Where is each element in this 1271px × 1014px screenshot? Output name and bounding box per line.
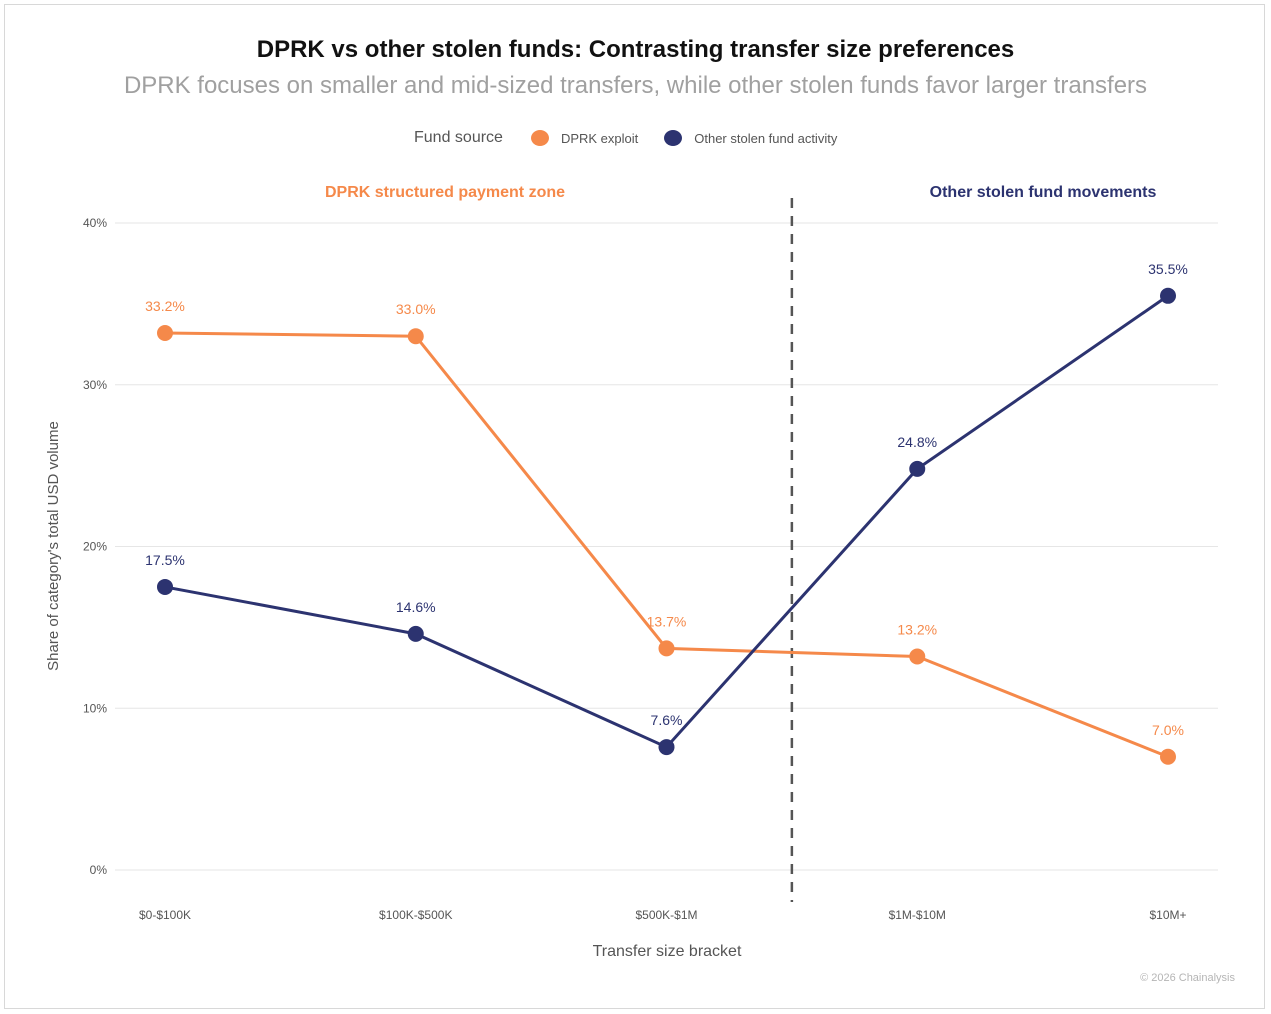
data-label-other: 14.6% (396, 599, 436, 615)
x-tick-label: $500K-$1M (635, 908, 697, 922)
data-label-dprk: 7.0% (1152, 722, 1184, 738)
data-label-other: 35.5% (1148, 261, 1188, 277)
y-tick-label: 0% (90, 863, 108, 877)
data-point-other (407, 625, 424, 642)
legend-marker-dprk (530, 130, 549, 146)
x-axis-label: Transfer size bracket (593, 943, 742, 960)
legend: Fund source DPRK exploit Other stolen fu… (414, 129, 863, 147)
y-tick-label: 20% (83, 540, 107, 554)
y-axis-label: Share of category's total USD volume (45, 421, 62, 671)
zone-label-dprk: DPRK structured payment zone (325, 184, 565, 201)
data-point-other (157, 578, 173, 595)
data-point-dprk (157, 324, 173, 341)
y-tick-label: 10% (83, 701, 107, 715)
data-point-other (658, 739, 675, 756)
data-point-other (1160, 287, 1176, 304)
x-tick-label: $0-$100K (139, 908, 191, 922)
chart-title: DPRK vs other stolen funds: Contrasting … (256, 36, 1015, 63)
zone-label-other: Other stolen fund movements (930, 184, 1157, 201)
legend-label-other: Other stolen fund activity (694, 130, 838, 146)
data-point-dprk (658, 640, 675, 657)
legend-marker-other (664, 130, 683, 146)
credit: © 2026 Chainalysis (1140, 972, 1235, 984)
series-line-dprk (164, 331, 1169, 759)
legend-item-other: Other stolen fund activity (664, 130, 837, 146)
data-point-dprk (909, 648, 926, 665)
chart-subtitle: DPRK focuses on smaller and mid-sized tr… (123, 72, 1148, 99)
x-tick-label: $1M-$10M (889, 908, 946, 922)
y-tick-label: 30% (83, 378, 107, 392)
data-label-other: 24.8% (897, 434, 937, 450)
data-label-dprk: 33.0% (396, 301, 436, 317)
y-tick-label: 40% (83, 216, 107, 230)
data-point-dprk (407, 328, 424, 345)
x-tick-label: $100K-$500K (379, 908, 452, 922)
data-label-dprk: 13.7% (647, 613, 687, 629)
x-tick-label: $10M+ (1149, 908, 1186, 922)
chart-frame (4, 4, 1265, 1009)
data-label-dprk: 13.2% (897, 621, 937, 637)
legend-title: Fund source (414, 129, 503, 146)
legend-label-dprk: DPRK exploit (560, 130, 639, 146)
data-point-dprk (1160, 748, 1176, 765)
series-line-other (164, 294, 1169, 749)
data-label-other: 17.5% (145, 552, 185, 568)
data-label-dprk: 33.2% (145, 298, 185, 314)
data-point-other (909, 460, 926, 477)
data-label-other: 7.6% (651, 712, 683, 728)
legend-item-dprk: DPRK exploit (530, 130, 639, 146)
